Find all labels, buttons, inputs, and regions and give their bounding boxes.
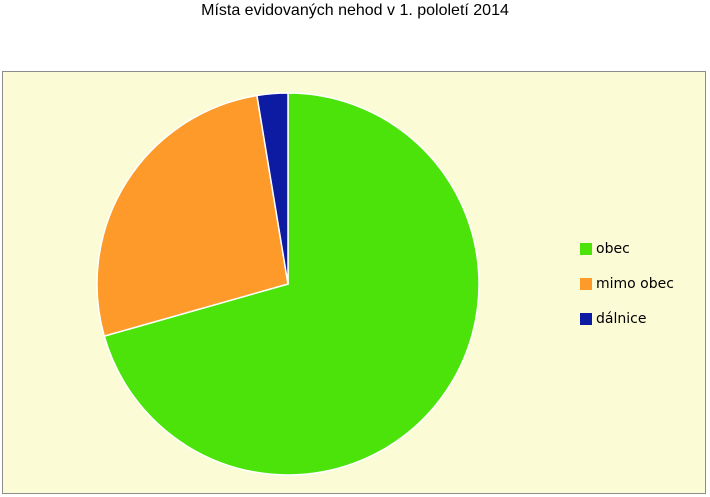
legend-label: mimo obec [596, 276, 674, 292]
legend-swatch [580, 278, 592, 290]
legend-item: obec [580, 239, 674, 259]
legend-item: mimo obec [580, 274, 674, 294]
legend-item: dálnice [580, 309, 674, 329]
pie-slice-obec [103, 92, 480, 476]
legend-swatch [580, 313, 592, 325]
pie-slice-mimo-obec [96, 94, 289, 338]
legend-label: dálnice [596, 311, 647, 327]
legend-label: obec [596, 241, 630, 257]
legend: obec mimo obec dálnice [580, 239, 674, 344]
pie-slice-dálnice [256, 92, 289, 285]
legend-swatch [580, 243, 592, 255]
chart-title: Místa evidovaných nehod v 1. pololetí 20… [201, 2, 509, 19]
